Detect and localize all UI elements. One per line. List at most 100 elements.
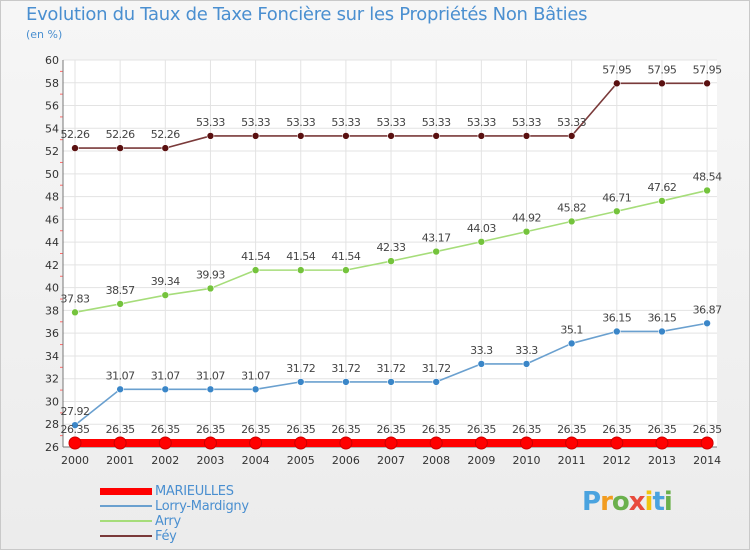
data-point-arry [658,197,666,205]
logo-letter: i [663,487,673,517]
data-point-arry [567,217,576,226]
y-tick-label: 40 [45,282,59,295]
y-tick-label: 46 [45,213,59,226]
data-point-fey [658,79,666,88]
data-label-lorry-mardigny: 36.87 [693,303,722,316]
data-point-fey [161,144,170,152]
logo-letter: x [628,487,646,517]
y-tick-label: 32 [45,373,59,386]
data-label-marieulles: 26.35 [331,423,360,436]
data-point-marieulles [294,436,308,450]
data-point-marieulles [384,436,398,450]
data-point-lorry-mardigny [251,385,260,394]
data-label-arry: 39.34 [151,275,180,288]
data-point-arry [387,257,395,265]
data-point-lorry-mardigny [296,378,305,386]
data-label-lorry-mardigny: 31.07 [151,369,180,382]
legend-label-arry: Arry [155,514,181,529]
chart-title: Evolution du Taux de Taxe Foncière sur l… [26,4,588,25]
data-point-marieulles [520,436,533,450]
data-point-arry [296,266,305,274]
data-point-fey [612,79,621,88]
data-label-marieulles: 26.35 [647,423,676,436]
data-label-fey: 53.33 [467,116,496,129]
legend-swatch-fey [100,535,152,537]
x-tick-label: 2003 [196,454,224,467]
x-tick-label: 2010 [513,454,541,467]
data-label-arry: 44.92 [512,212,541,225]
data-point-fey [251,132,260,140]
x-tick-label: 2004 [242,454,270,467]
data-point-lorry-mardigny [342,378,350,386]
data-label-marieulles: 26.35 [422,423,451,436]
data-point-marieulles [158,436,172,450]
data-label-fey: 53.33 [557,116,586,129]
logo-letter: r [600,487,613,517]
data-label-lorry-mardigny: 35.1 [560,323,583,336]
logo-letter: t [652,487,664,517]
data-point-fey [342,132,350,140]
x-tick-label: 2002 [151,454,179,467]
data-point-marieulles [113,436,127,450]
logo-letter: i [644,487,654,517]
data-label-lorry-mardigny: 36.15 [647,311,676,324]
chart-subtitle: (en %) [26,28,63,41]
data-label-marieulles: 26.35 [602,423,631,436]
data-label-lorry-mardigny: 36.15 [602,311,631,324]
data-point-lorry-mardigny [658,327,666,336]
logo-letter: o [611,487,630,517]
data-point-arry [71,308,79,317]
data-label-marieulles: 26.35 [693,423,722,436]
data-point-fey [116,144,124,152]
y-tick-label: 50 [45,168,59,181]
data-label-arry: 45.82 [557,201,586,214]
data-label-marieulles: 26.35 [377,423,406,436]
y-tick-label: 48 [45,191,59,204]
legend-label-lorry-mardigny: Lorry-Mardigny [155,499,249,514]
data-point-lorry-mardigny [387,378,395,386]
data-label-marieulles: 26.35 [61,423,90,436]
data-label-arry: 37.83 [61,292,90,305]
data-label-lorry-mardigny: 31.07 [106,369,135,382]
data-label-fey: 53.33 [286,116,315,129]
data-label-lorry-mardigny: 31.72 [286,362,315,375]
y-tick-label: 54 [45,122,59,135]
data-point-lorry-mardigny [161,385,170,394]
data-point-fey [387,132,395,140]
x-tick-label: 2005 [287,454,315,467]
data-point-fey [296,132,305,140]
legend-swatch-marieulles [100,488,152,495]
y-tick-label: 26 [45,441,59,454]
legend-swatch-arry [100,520,152,522]
data-point-marieulles [339,436,353,450]
data-label-arry: 41.54 [241,250,270,263]
data-label-arry: 41.54 [286,250,315,263]
data-point-arry [251,266,260,274]
x-tick-label: 2006 [332,454,360,467]
data-point-arry [161,291,170,299]
data-point-arry [206,284,215,293]
data-label-arry: 44.03 [467,222,496,235]
x-tick-label: 2001 [106,454,134,467]
x-tick-label: 2011 [558,454,586,467]
data-label-fey: 53.33 [377,116,406,129]
data-point-marieulles [68,436,82,450]
data-label-arry: 42.33 [377,241,406,254]
y-tick-label: 56 [45,100,59,113]
y-tick-label: 36 [45,327,59,340]
y-tick-label: 52 [45,145,59,158]
data-label-fey: 57.95 [602,63,631,76]
data-point-arry [703,186,711,195]
data-label-marieulles: 26.35 [286,423,315,436]
y-tick-label: 58 [45,77,59,90]
legend-swatch-lorry-mardigny [100,505,152,507]
data-point-fey [477,132,486,140]
data-label-arry: 47.62 [647,181,676,194]
data-point-lorry-mardigny [703,319,711,328]
data-point-arry [477,237,486,246]
data-point-lorry-mardigny [206,385,215,394]
legend-label-marieulles: MARIEULLES [155,484,234,499]
data-label-lorry-mardigny: 27.92 [61,405,90,418]
data-label-arry: 41.54 [331,250,360,263]
data-label-marieulles: 26.35 [241,423,270,436]
